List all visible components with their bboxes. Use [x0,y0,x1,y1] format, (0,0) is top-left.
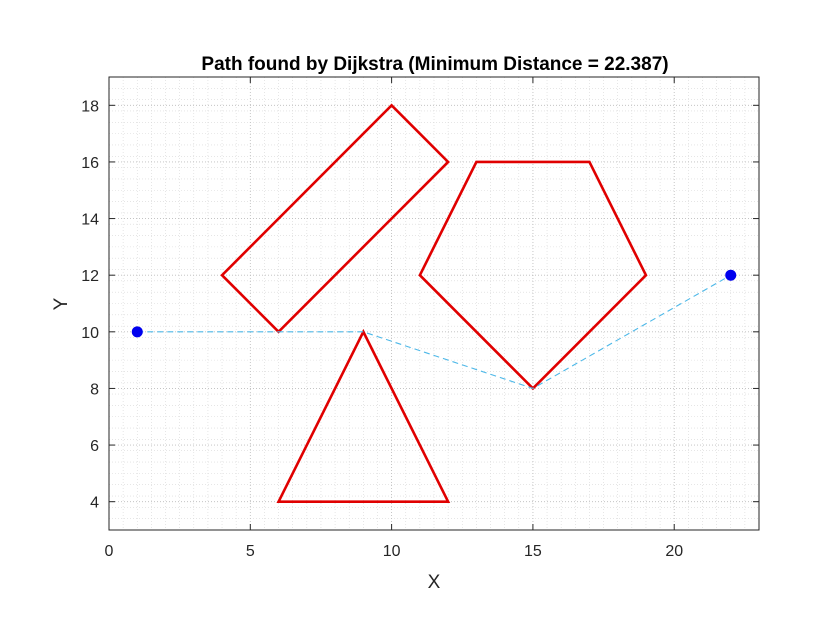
obstacles [220,103,648,503]
y-tick-label: 4 [90,495,99,512]
y-tick-label: 14 [81,212,99,229]
start-point-marker [131,326,143,338]
x-tick-label: 10 [383,543,401,560]
y-axis-label: Y [51,297,72,310]
y-axis-ticks: 4 6 8 10 12 14 16 18 [81,98,759,512]
shortest-path-line [137,274,732,390]
path-layer [137,274,732,390]
x-tick-label: 5 [246,543,255,560]
y-tick-label: 12 [81,268,99,285]
endpoints-layer [131,269,737,338]
y-tick-label: 8 [90,381,99,398]
x-axis-label: X [428,572,441,593]
y-tick-label: 6 [90,438,99,455]
y-tick-label: 10 [81,325,99,342]
plot-frame [108,76,760,531]
chart-title: Path found by Dijkstra (Minimum Distance… [201,54,668,75]
x-tick-label: 0 [105,543,114,560]
x-axis-ticks: 0 5 10 15 20 [105,77,683,560]
x-tick-label: 20 [665,543,683,560]
obstacle-triangle [276,328,451,503]
goal-point-marker [725,269,737,281]
obstacle-pentagon [418,160,648,391]
y-tick-label: 16 [81,155,99,172]
x-tick-label: 15 [524,543,542,560]
obstacle-rectangle [220,103,450,334]
y-tick-label: 18 [81,98,99,115]
